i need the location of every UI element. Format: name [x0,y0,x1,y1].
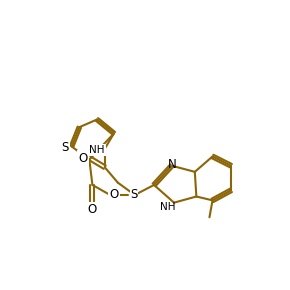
Text: O: O [79,151,88,164]
Text: NH: NH [160,202,176,211]
Text: S: S [61,142,68,155]
Text: S: S [130,188,138,201]
Text: N: N [168,158,177,171]
Text: NH: NH [89,145,105,155]
Text: O: O [109,188,119,201]
Text: O: O [88,203,97,216]
